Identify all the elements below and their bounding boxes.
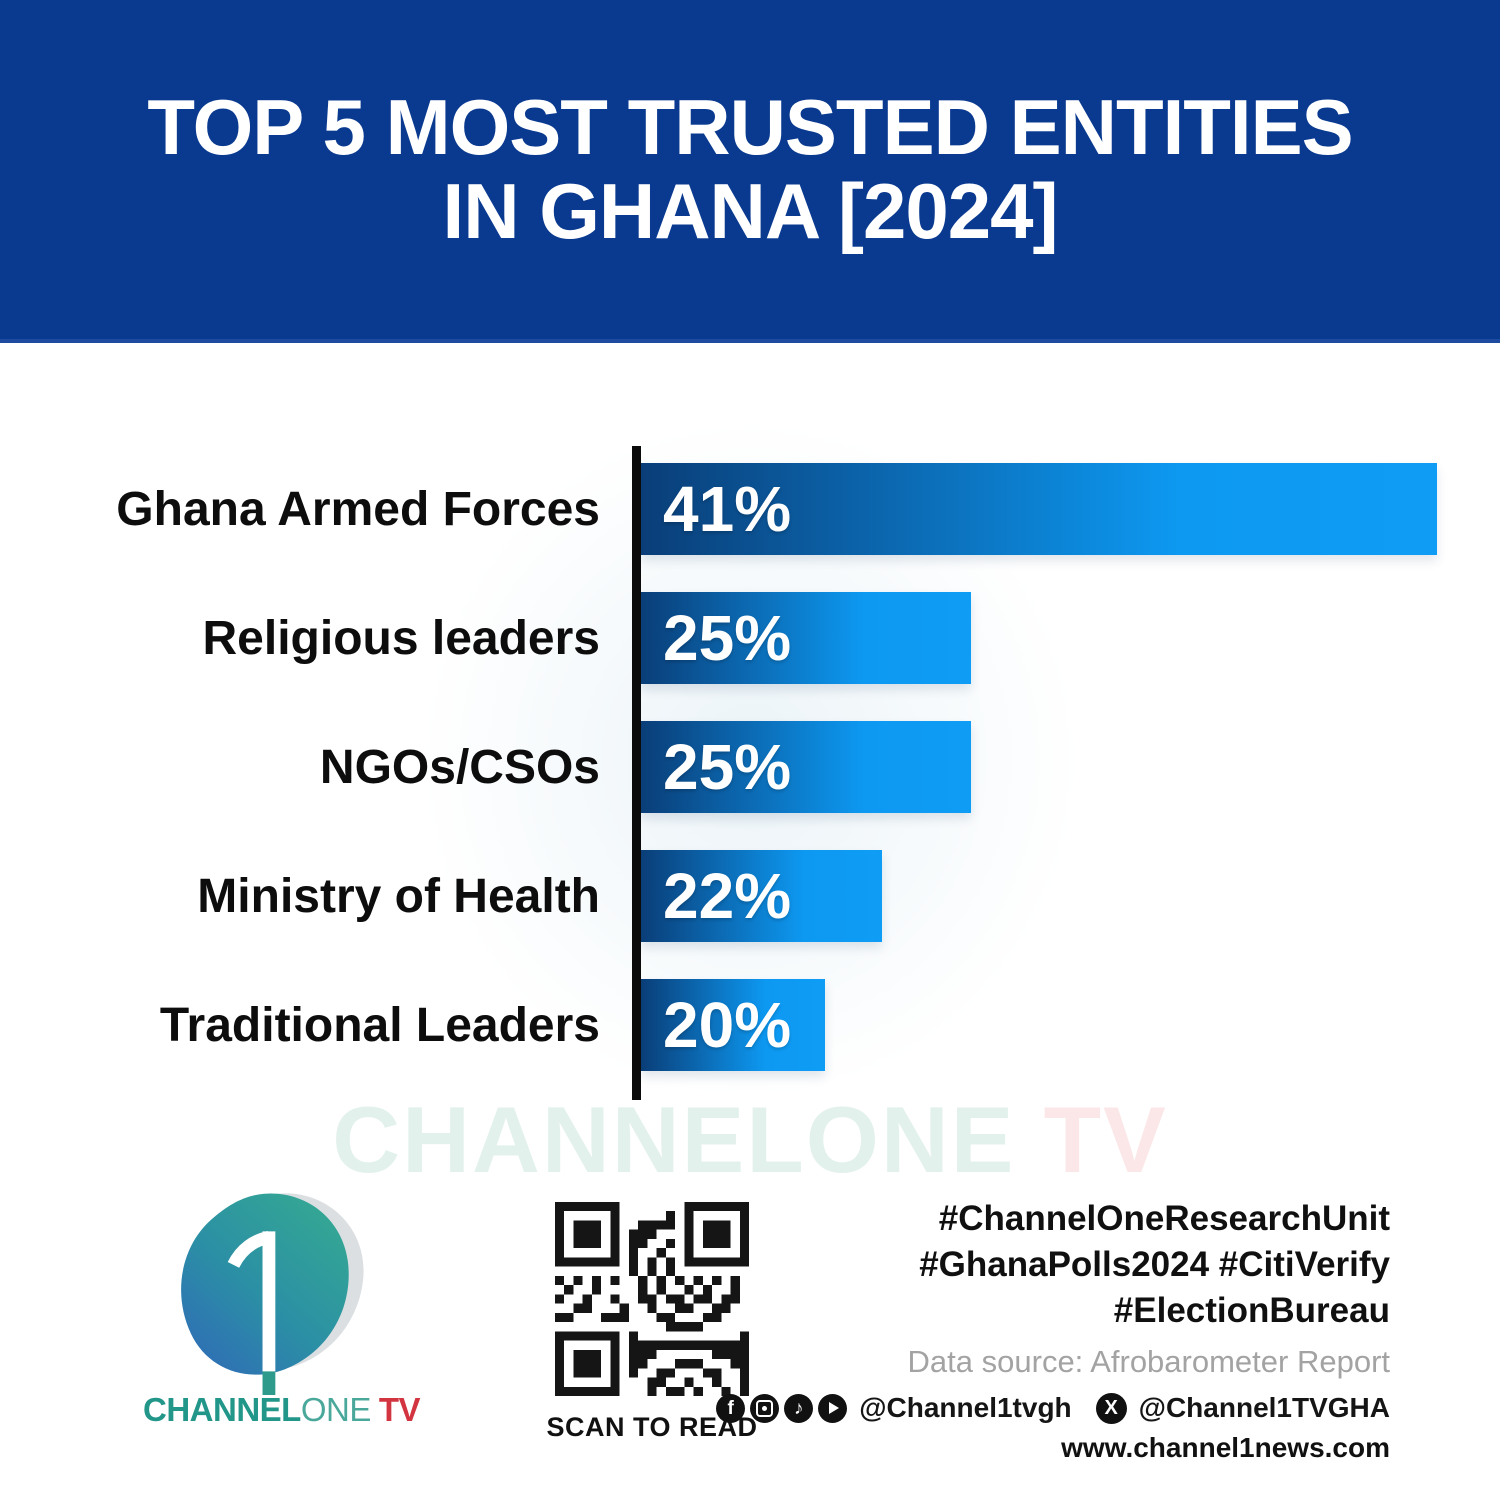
instagram-icon	[750, 1393, 780, 1423]
hashtag-line-3: #ElectionBureau	[1113, 1291, 1390, 1330]
hashtag-line-2: #GhanaPolls2024 #CitiVerify	[919, 1245, 1390, 1284]
tiktok-icon: ♪	[784, 1393, 814, 1423]
instagram-lens-dot	[762, 1405, 768, 1411]
channel-watermark-text: CHANNELONE TV	[0, 1086, 1500, 1194]
header-banner: TOP 5 MOST TRUSTED ENTITIES IN GHANA [20…	[0, 0, 1500, 343]
wordmark-one: ONE	[300, 1391, 372, 1428]
x-icon: X	[1095, 1392, 1127, 1424]
bar: 25%	[641, 592, 971, 684]
youtube-play-glyph	[828, 1402, 839, 1414]
wordmark-tv: TV	[378, 1391, 421, 1428]
hashtag-line-1: #ChannelOneResearchUnit	[938, 1199, 1390, 1238]
tiktok-glyph: ♪	[793, 1397, 804, 1419]
x-glyph: X	[1104, 1397, 1118, 1419]
channel-one-wordmark: CHANNELONE TV	[143, 1391, 443, 1429]
category-label: Traditional Leaders	[159, 998, 600, 1052]
bar: 25%	[641, 721, 971, 813]
qr-code	[553, 1202, 751, 1396]
bar-value-label: 25%	[663, 731, 792, 803]
bar-value-label: 20%	[663, 989, 792, 1061]
category-label: Ministry of Health	[197, 869, 600, 923]
category-label: NGOs/CSOs	[319, 740, 600, 794]
data-source-line: Data source: Afrobarometer Report	[907, 1344, 1390, 1379]
footer-right-column: #ChannelOneResearchUnit #GhanaPolls2024 …	[716, 1196, 1390, 1464]
chart-axis-line	[632, 446, 641, 1100]
category-label: Ghana Armed Forces	[116, 482, 600, 536]
channel-one-logo	[181, 1193, 364, 1396]
social-handle-main: @Channel1tvgh	[859, 1392, 1072, 1423]
social-row: f ♪ @Channel1tvgh X @Channel1TVGHA	[716, 1392, 1390, 1424]
watermark-channelone: CHANNELONE	[332, 1087, 1016, 1192]
social-handle-x: @Channel1TVGHA	[1138, 1392, 1390, 1423]
bar-value-label: 41%	[663, 473, 792, 545]
website-url: www.channel1news.com	[1061, 1432, 1390, 1463]
watermark-tv: TV	[1015, 1087, 1168, 1192]
category-label: Religious leaders	[202, 611, 600, 665]
bar: 22%	[641, 850, 882, 942]
page-title-line2: IN GHANA [2024]	[442, 166, 1059, 255]
bar: 41%	[641, 463, 1437, 555]
bar-value-label: 22%	[663, 860, 792, 932]
bar-value-label: 25%	[663, 602, 792, 674]
wordmark-channel: CHANNEL	[143, 1391, 301, 1428]
instagram-glyph	[756, 1399, 774, 1417]
youtube-icon	[818, 1393, 848, 1423]
facebook-icon: f	[716, 1393, 746, 1423]
bar: 20%	[641, 979, 825, 1071]
page-title-line1: TOP 5 MOST TRUSTED ENTITIES	[147, 83, 1353, 172]
facebook-glyph: f	[727, 1397, 734, 1419]
